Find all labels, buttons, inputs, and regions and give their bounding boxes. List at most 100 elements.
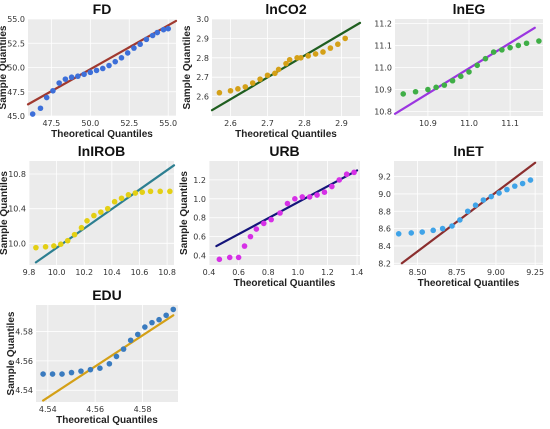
x-tick-label: 9.00 <box>487 268 505 277</box>
x-tick-label: 47.5 <box>42 119 60 128</box>
data-point <box>441 82 448 88</box>
data-point <box>275 66 282 73</box>
y-tick-label: 0.6 <box>193 233 206 242</box>
data-point <box>75 73 81 80</box>
data-point <box>51 243 57 249</box>
x-tick-label: 10.6 <box>131 268 149 277</box>
data-point <box>157 188 163 195</box>
x-tick-label: 10.9 <box>419 119 437 128</box>
y-tick-label: 8.2 <box>378 259 391 268</box>
data-point <box>314 192 320 198</box>
y-tick-label: 10.8 <box>8 170 26 179</box>
y-tick-label: 2.7 <box>196 73 209 82</box>
panel-title: URB <box>269 143 299 159</box>
x-tick-label: 10.2 <box>75 268 93 277</box>
data-point <box>292 196 298 202</box>
data-point <box>235 254 242 261</box>
data-point <box>408 230 415 236</box>
data-point <box>118 195 125 202</box>
data-point <box>113 353 120 360</box>
data-point <box>59 371 65 377</box>
data-point <box>149 32 156 39</box>
data-point <box>305 53 312 59</box>
data-point <box>449 77 456 84</box>
data-point <box>327 45 334 51</box>
y-axis-title: Sample Quantiles <box>0 25 9 109</box>
y-tick-label: 55.0 <box>7 15 25 24</box>
data-point <box>98 209 104 215</box>
data-point <box>154 29 161 36</box>
data-point <box>507 44 513 51</box>
y-tick-label: 50.0 <box>7 64 25 73</box>
data-point <box>342 35 349 42</box>
data-point <box>320 49 326 55</box>
data-point <box>37 105 44 112</box>
panel-lnet: 8.50 8.75 9.00 9.25 8.2 8.4 8.6 8.8 9.0 9.2 lnET Th… <box>378 143 544 289</box>
data-point <box>351 169 357 176</box>
y-tick-label: 2.8 <box>196 54 209 63</box>
x-axis-title: Theoretical Quantiles <box>51 129 153 140</box>
data-point <box>97 365 103 371</box>
y-tick-label: 8.6 <box>378 225 391 234</box>
panel-title: lnCO2 <box>265 1 306 17</box>
data-point <box>125 192 132 198</box>
y-tick-label: 11.2 <box>374 19 392 28</box>
y-tick-label: 4.56 <box>15 357 33 366</box>
data-point <box>43 94 50 101</box>
data-point <box>81 71 87 78</box>
panel-title: FD <box>93 1 112 17</box>
y-tick-label: 8.4 <box>378 242 391 251</box>
data-point <box>242 84 249 90</box>
data-point <box>78 224 85 231</box>
data-point <box>247 233 254 240</box>
panel-lneg: 10.9 11.0 11.1 10.8 10.9 11.0 11.1 11.2 lnEG <box>374 1 543 128</box>
data-point <box>40 371 46 377</box>
data-point <box>457 73 464 80</box>
x-tick-label: 10.8 <box>158 268 176 277</box>
data-point <box>99 65 106 72</box>
data-point <box>283 60 289 67</box>
y-tick-label: 9.2 <box>378 173 391 182</box>
data-point <box>167 188 173 195</box>
data-point <box>111 198 118 205</box>
data-point <box>163 312 169 319</box>
data-point <box>170 306 177 313</box>
x-axis-title: Theoretical Quantiles <box>56 415 158 426</box>
data-point <box>464 208 471 215</box>
data-point <box>480 197 487 203</box>
y-tick-label: 45.0 <box>7 112 25 121</box>
data-point <box>321 189 328 195</box>
data-point <box>241 243 248 249</box>
data-point <box>253 226 260 232</box>
data-point <box>149 319 155 326</box>
data-point <box>504 186 510 193</box>
data-point <box>449 223 455 229</box>
y-tick-label: 1.2 <box>193 176 206 185</box>
data-point <box>165 25 172 32</box>
y-tick-label: 1.0 <box>193 195 206 204</box>
x-tick-label: 1.2 <box>321 268 334 277</box>
y-tick-label: 10.8 <box>374 108 392 117</box>
x-tick-label: 50.0 <box>81 119 99 128</box>
y-axis-title: Sample Quantiles <box>6 311 17 395</box>
data-point <box>91 212 97 219</box>
data-point <box>335 41 341 48</box>
x-tick-label: 4.56 <box>86 405 104 414</box>
x-tick-label: 1.0 <box>291 268 304 277</box>
data-point <box>142 324 148 330</box>
x-tick-label: 55.0 <box>159 119 177 128</box>
data-point <box>312 51 319 57</box>
x-tick-label: 0.4 <box>203 268 216 277</box>
data-point <box>515 42 522 49</box>
x-tick-label: 0.6 <box>232 268 245 277</box>
data-point <box>466 69 472 75</box>
y-tick-label: 10.9 <box>374 86 392 95</box>
data-point <box>49 371 56 377</box>
y-tick-label: 10.4 <box>8 205 26 214</box>
data-point <box>511 183 518 189</box>
y-axis-title: Sample Quantiles <box>0 171 10 255</box>
x-axis-title: Theoretical Quantiles <box>235 129 337 140</box>
reference-line <box>393 26 536 115</box>
y-tick-label: 2.9 <box>196 34 209 43</box>
